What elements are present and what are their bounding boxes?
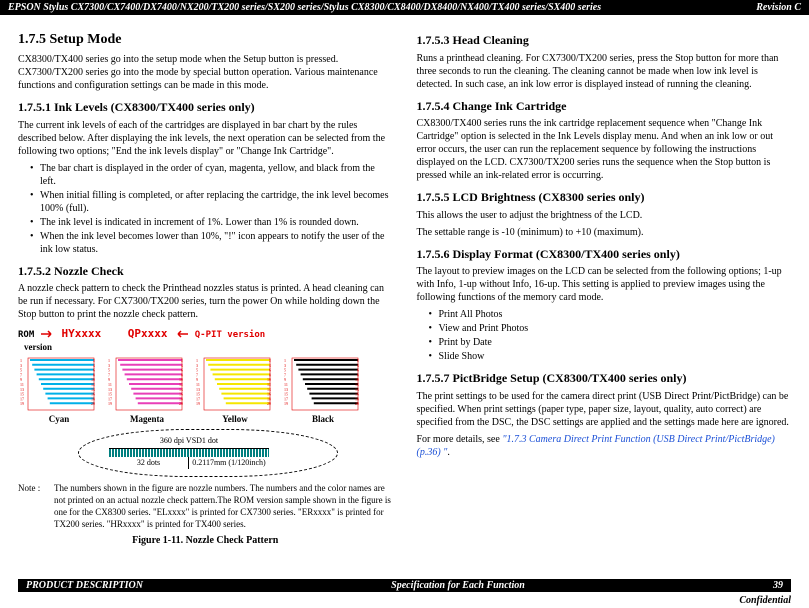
para-lcd1: This allows the user to adjust the brigh…	[417, 209, 792, 222]
list-item: Print by Date	[431, 336, 792, 349]
svg-text:20: 20	[91, 401, 95, 406]
cartridge-black: 1234567891011121314151617181920Black	[282, 356, 364, 426]
list-item: Print All Photos	[431, 308, 792, 321]
pict-text-c: .	[447, 447, 450, 458]
header-revision: Revision C	[756, 2, 801, 13]
rom-label: ROM	[18, 330, 34, 340]
list-item: When the ink level becomes lower than 10…	[32, 230, 393, 256]
footer-center: Specification for Each Function	[391, 580, 525, 591]
rom-hy: HYxxxx	[62, 327, 102, 340]
para-head-cleaning: Runs a printhead cleaning. For CX7300/TX…	[417, 52, 792, 91]
measure-mm: 0.2117mm (1/120inch)	[189, 457, 269, 469]
para-display-format: The layout to preview images on the LCD …	[417, 265, 792, 304]
svg-text:19: 19	[108, 401, 112, 406]
figure-note: Note : The numbers shown in the figure a…	[18, 483, 393, 530]
measurement-box: 360 dpi VSD1 dot 32 dots 0.2117mm (1/120…	[78, 429, 338, 477]
para-setup: CX8300/TX400 series go into the setup mo…	[18, 53, 393, 92]
cartridge-yellow: 1234567891011121314151617181920Yellow	[194, 356, 276, 426]
list-item: The bar chart is displayed in the order …	[32, 162, 393, 188]
cartridge-label: Cyan	[49, 414, 70, 426]
pict-text-a: For more details, see	[417, 434, 503, 445]
list-item: Slide Show	[431, 350, 792, 363]
svg-text:19: 19	[284, 401, 288, 406]
list-item: View and Print Photos	[431, 322, 792, 335]
figure-caption: Figure 1-11. Nozzle Check Pattern	[18, 534, 393, 547]
para-nozzle: A nozzle check pattern to check the Prin…	[18, 282, 393, 321]
left-column: 1.7.5 Setup Mode CX8300/TX400 series go …	[18, 25, 393, 549]
svg-text:20: 20	[179, 401, 183, 406]
heading-ink-levels: 1.7.5.1 Ink Levels (CX8300/TX400 series …	[18, 100, 393, 116]
heading-display-format: 1.7.5.6 Display Format (CX8300/TX400 ser…	[417, 247, 792, 263]
note-label: Note :	[18, 483, 54, 530]
heading-change-ink: 1.7.5.4 Change Ink Cartridge	[417, 99, 792, 115]
para-pictbridge2: For more details, see "1.7.3 Camera Dire…	[417, 433, 792, 459]
cartridge-label: Magenta	[130, 414, 164, 426]
measure-top: 360 dpi VSD1 dot	[109, 436, 269, 448]
confidential-label: Confidential	[739, 595, 791, 606]
rom-sublabel: version	[24, 342, 393, 354]
heading-nozzle-check: 1.7.5.2 Nozzle Check	[18, 264, 393, 280]
svg-text:19: 19	[20, 401, 24, 406]
svg-text:20: 20	[355, 401, 359, 406]
cartridge-cyan: 1234567891011121314151617181920Cyan	[18, 356, 100, 426]
footer-page: 39	[773, 580, 783, 591]
para-lcd2: The settable range is -10 (minimum) to +…	[417, 226, 792, 239]
hatch-bar	[109, 449, 269, 457]
measure-32dots: 32 dots	[109, 457, 189, 469]
cartridge-magenta: 1234567891011121314151617181920Magenta	[106, 356, 188, 426]
rom-qp: QPxxxx	[128, 327, 168, 340]
note-text: The numbers shown in the figure are nozz…	[54, 483, 393, 530]
header-title: EPSON Stylus CX7300/CX7400/DX7400/NX200/…	[8, 2, 601, 13]
list-item: When initial filling is completed, or af…	[32, 189, 393, 215]
cartridge-label: Black	[312, 414, 334, 426]
para-ink: The current ink levels of each of the ca…	[18, 119, 393, 158]
footer-left: PRODUCT DESCRIPTION	[26, 580, 143, 591]
cartridge-label: Yellow	[222, 414, 248, 426]
right-column: 1.7.5.3 Head Cleaning Runs a printhead c…	[417, 25, 792, 549]
nozzle-figure: ROM HYxxxx QPxxxx Q-PIT version version …	[18, 327, 393, 547]
display-format-list: Print All Photos View and Print Photos P…	[417, 308, 792, 363]
qpit-label: Q-PIT version	[195, 330, 265, 340]
para-pictbridge1: The print settings to be used for the ca…	[417, 390, 792, 429]
heading-pictbridge: 1.7.5.7 PictBridge Setup (CX8300/TX400 s…	[417, 371, 792, 387]
list-item: The ink level is indicated in increment …	[32, 216, 393, 229]
arrow-left-icon	[174, 330, 188, 338]
svg-text:20: 20	[267, 401, 271, 406]
para-change-ink: CX8300/TX400 series runs the ink cartrid…	[417, 117, 792, 182]
arrow-right-icon	[41, 330, 55, 338]
heading-setup-mode: 1.7.5 Setup Mode	[18, 31, 393, 49]
heading-head-cleaning: 1.7.5.3 Head Cleaning	[417, 33, 792, 49]
heading-lcd-brightness: 1.7.5.5 LCD Brightness (CX8300 series on…	[417, 190, 792, 206]
svg-text:19: 19	[196, 401, 200, 406]
ink-bullet-list: The bar chart is displayed in the order …	[18, 162, 393, 256]
